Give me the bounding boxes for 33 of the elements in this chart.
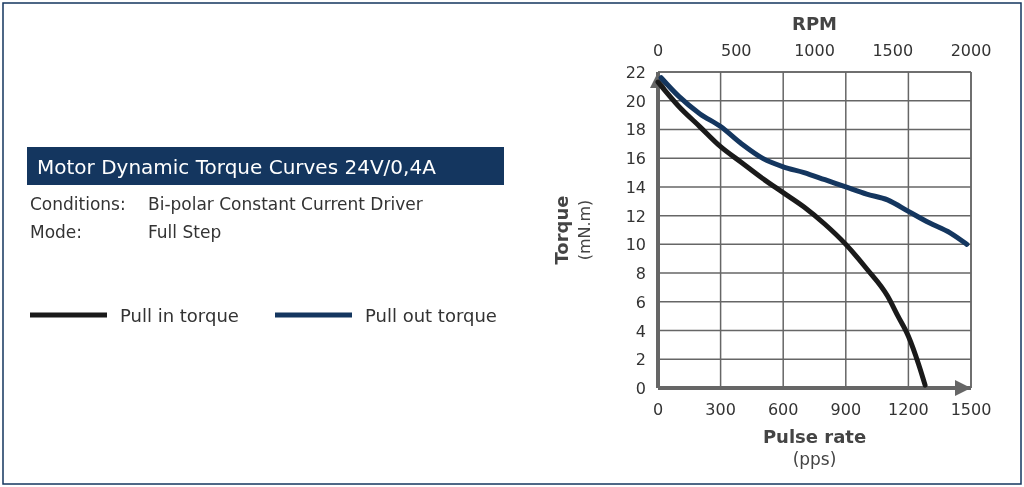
x2-tick-label: 1000	[794, 41, 835, 60]
legend-label: Pull out torque	[365, 305, 497, 326]
x2-tick-label: 2000	[950, 41, 992, 60]
x-tick-label: 900	[830, 400, 862, 419]
y-tick-label: 22	[625, 63, 646, 82]
x-tick-label: 1500	[950, 400, 992, 419]
y-tick-label: 18	[625, 120, 646, 140]
x2-tick-label: 500	[720, 41, 752, 60]
text: Bi-polar Constant Current Driver	[148, 194, 423, 214]
legend-label: Pull in torque	[120, 305, 239, 326]
y-tick-label: 0	[635, 379, 646, 398]
x-axis-title: Pulse rate (pps)	[762, 426, 867, 469]
y-tick-label: 2	[635, 350, 646, 370]
text: Full Step	[148, 222, 222, 242]
y-tick-label: 12	[625, 206, 646, 226]
x-tick-label: 1200	[888, 400, 929, 419]
y-tick-label: 20	[625, 91, 646, 111]
x-tick-label: 300	[705, 400, 736, 419]
x-tick-label: 600	[767, 400, 799, 419]
y-tick-label: 16	[625, 149, 646, 169]
x2-tick-label: 0	[652, 41, 664, 60]
x2-axis-title: RPM	[792, 13, 837, 34]
y-tick-label: 8	[635, 264, 646, 284]
y-tick-label: 4	[635, 321, 646, 341]
text: Motor Dynamic Torque Curves 24V/0,4A	[37, 155, 437, 179]
y-tick-label: 10	[625, 235, 646, 255]
x-tick-label: 0	[652, 400, 664, 419]
y-axis-title: Torque (mN.m)	[551, 195, 594, 265]
text: Mode:	[30, 222, 83, 242]
y-tick-label: 14	[625, 177, 646, 197]
text: Conditions:	[30, 194, 126, 214]
x2-tick-label: 1500	[872, 41, 914, 60]
y-tick-label: 6	[635, 292, 646, 312]
